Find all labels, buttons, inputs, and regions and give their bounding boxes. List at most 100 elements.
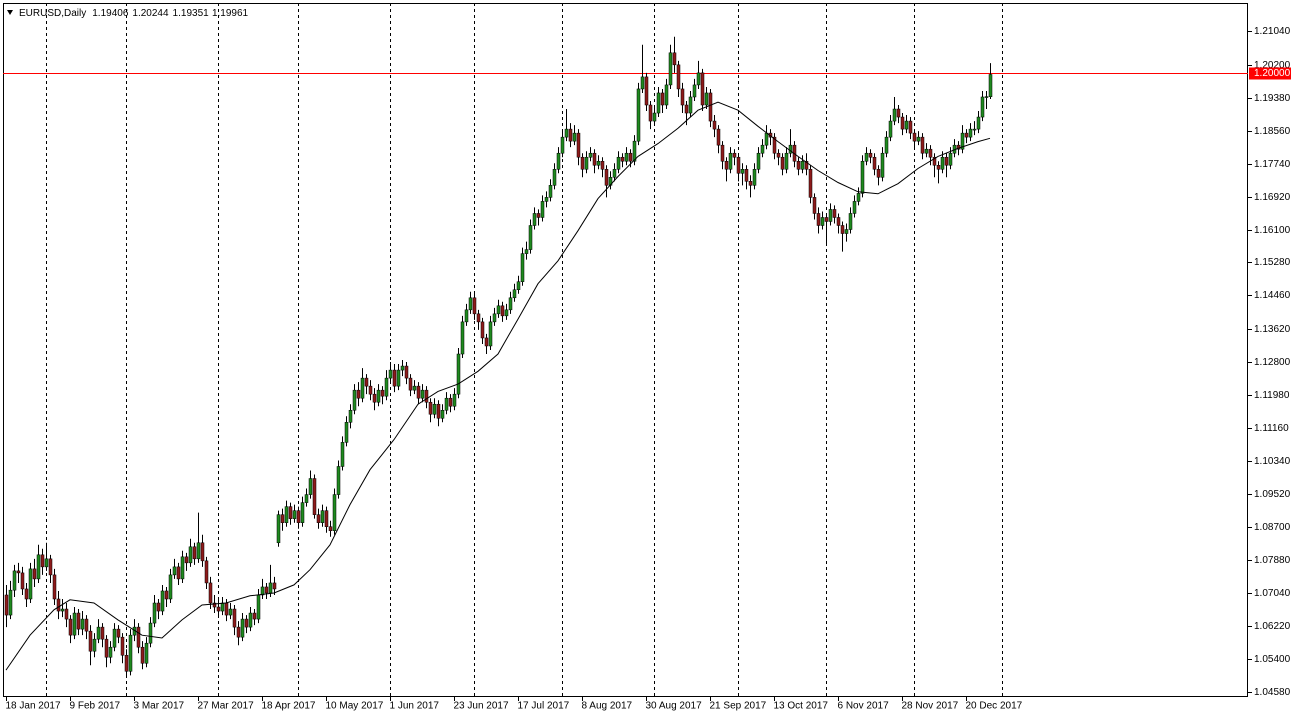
- y-tick-label: 1.11160: [1254, 423, 1289, 434]
- y-tick-label: 1.18560: [1254, 126, 1291, 137]
- candle-body: [704, 92, 709, 106]
- candle-body: [876, 169, 881, 178]
- candle-body: [892, 108, 897, 122]
- candle-body: [652, 112, 657, 122]
- candle-body: [124, 654, 129, 672]
- candle-body: [52, 574, 57, 600]
- candle-body: [724, 160, 729, 170]
- candle-body: [624, 152, 629, 162]
- candle-body: [188, 546, 193, 564]
- candle-body: [56, 598, 61, 612]
- candle-body: [936, 165, 941, 170]
- candle-body: [304, 494, 309, 503]
- candle-body: [296, 510, 301, 523]
- candle-body: [880, 152, 885, 178]
- candle-body: [44, 558, 49, 568]
- candle-body: [512, 289, 517, 299]
- candle-body: [840, 225, 845, 234]
- candle-body: [476, 313, 481, 323]
- candle-body: [644, 76, 649, 106]
- candle-body: [328, 526, 333, 531]
- candle-body: [388, 369, 393, 379]
- x-tick-label: 20 Dec 2017: [966, 701, 1023, 712]
- candle-body: [356, 389, 361, 399]
- x-tick-label: 23 Jun 2017: [454, 701, 509, 712]
- candle-body: [220, 602, 225, 612]
- x-tick-label: 8 Aug 2017: [582, 701, 633, 712]
- candle-body: [812, 197, 817, 214]
- candle-body: [280, 514, 285, 523]
- candle-body: [400, 365, 405, 371]
- candle-body: [68, 618, 73, 636]
- candle-body: [36, 554, 41, 580]
- candle-body: [628, 152, 633, 162]
- candle-body: [464, 309, 469, 323]
- y-tick-label: 1.14460: [1254, 290, 1291, 301]
- candle-body: [40, 554, 45, 568]
- candle-body: [664, 84, 669, 106]
- candle-body: [900, 116, 905, 130]
- candle-body: [20, 572, 25, 590]
- y-tick-label: 1.08700: [1254, 522, 1291, 533]
- candle-body: [256, 594, 261, 620]
- candle-body: [324, 510, 329, 527]
- candle-body: [108, 646, 113, 658]
- candle-body: [520, 253, 525, 282]
- candle-body: [832, 209, 837, 218]
- symbol: EURUSD,Daily: [19, 8, 86, 19]
- candle-body: [396, 369, 401, 387]
- candle-body: [528, 225, 533, 250]
- candle-body: [940, 156, 945, 170]
- candle-body: [84, 618, 89, 632]
- x-tick-label: 13 Oct 2017: [774, 701, 829, 712]
- candle-body: [584, 156, 589, 170]
- candle-body: [736, 156, 741, 174]
- candle-body: [448, 397, 453, 407]
- candle-body: [196, 542, 201, 560]
- candle-body: [416, 385, 421, 399]
- candle-body: [404, 365, 409, 379]
- candle-body: [216, 606, 221, 612]
- y-tick-label: 1.16100: [1254, 225, 1291, 236]
- header: EURUSD,Daily 1.19406 1.20244 1.19351 1.19961: [19, 8, 249, 19]
- candle-body: [192, 546, 197, 560]
- candle-body: [244, 618, 249, 628]
- candle-body: [620, 156, 625, 162]
- candle-body: [48, 558, 53, 576]
- candle-body: [456, 353, 461, 395]
- candle-body: [968, 128, 973, 138]
- candle-body: [308, 478, 313, 495]
- candle-body: [444, 397, 449, 411]
- y-tick-label: 1.11980: [1254, 390, 1290, 401]
- header-triangle: [7, 10, 13, 15]
- candle-body: [852, 201, 857, 214]
- candle-body: [372, 393, 377, 403]
- candle-body: [864, 152, 869, 162]
- candle-body: [984, 96, 989, 98]
- candle-body: [904, 120, 909, 130]
- candle-body: [580, 156, 585, 170]
- candle-body: [180, 556, 185, 580]
- candle-body: [552, 169, 557, 186]
- candle-body: [732, 152, 737, 158]
- candle-body: [632, 140, 637, 162]
- candle-body: [500, 305, 505, 317]
- candle-body: [740, 169, 745, 174]
- candle-body: [284, 506, 289, 523]
- candle-body: [136, 626, 141, 648]
- header-high: 1.20244: [132, 8, 169, 19]
- y-tick-label: 1.06220: [1254, 621, 1291, 632]
- candle-body: [572, 132, 577, 142]
- candle-body: [824, 217, 829, 222]
- candle-body: [260, 586, 265, 596]
- candle-body: [360, 377, 365, 399]
- candle-body: [236, 626, 241, 638]
- candle-body: [432, 403, 437, 415]
- candle-body: [924, 148, 929, 154]
- candle-body: [660, 92, 665, 106]
- candle-body: [320, 510, 325, 523]
- candle-body: [696, 72, 701, 86]
- candle-body: [384, 377, 389, 397]
- candle-body: [160, 590, 165, 612]
- plot-frame: [3, 3, 1248, 697]
